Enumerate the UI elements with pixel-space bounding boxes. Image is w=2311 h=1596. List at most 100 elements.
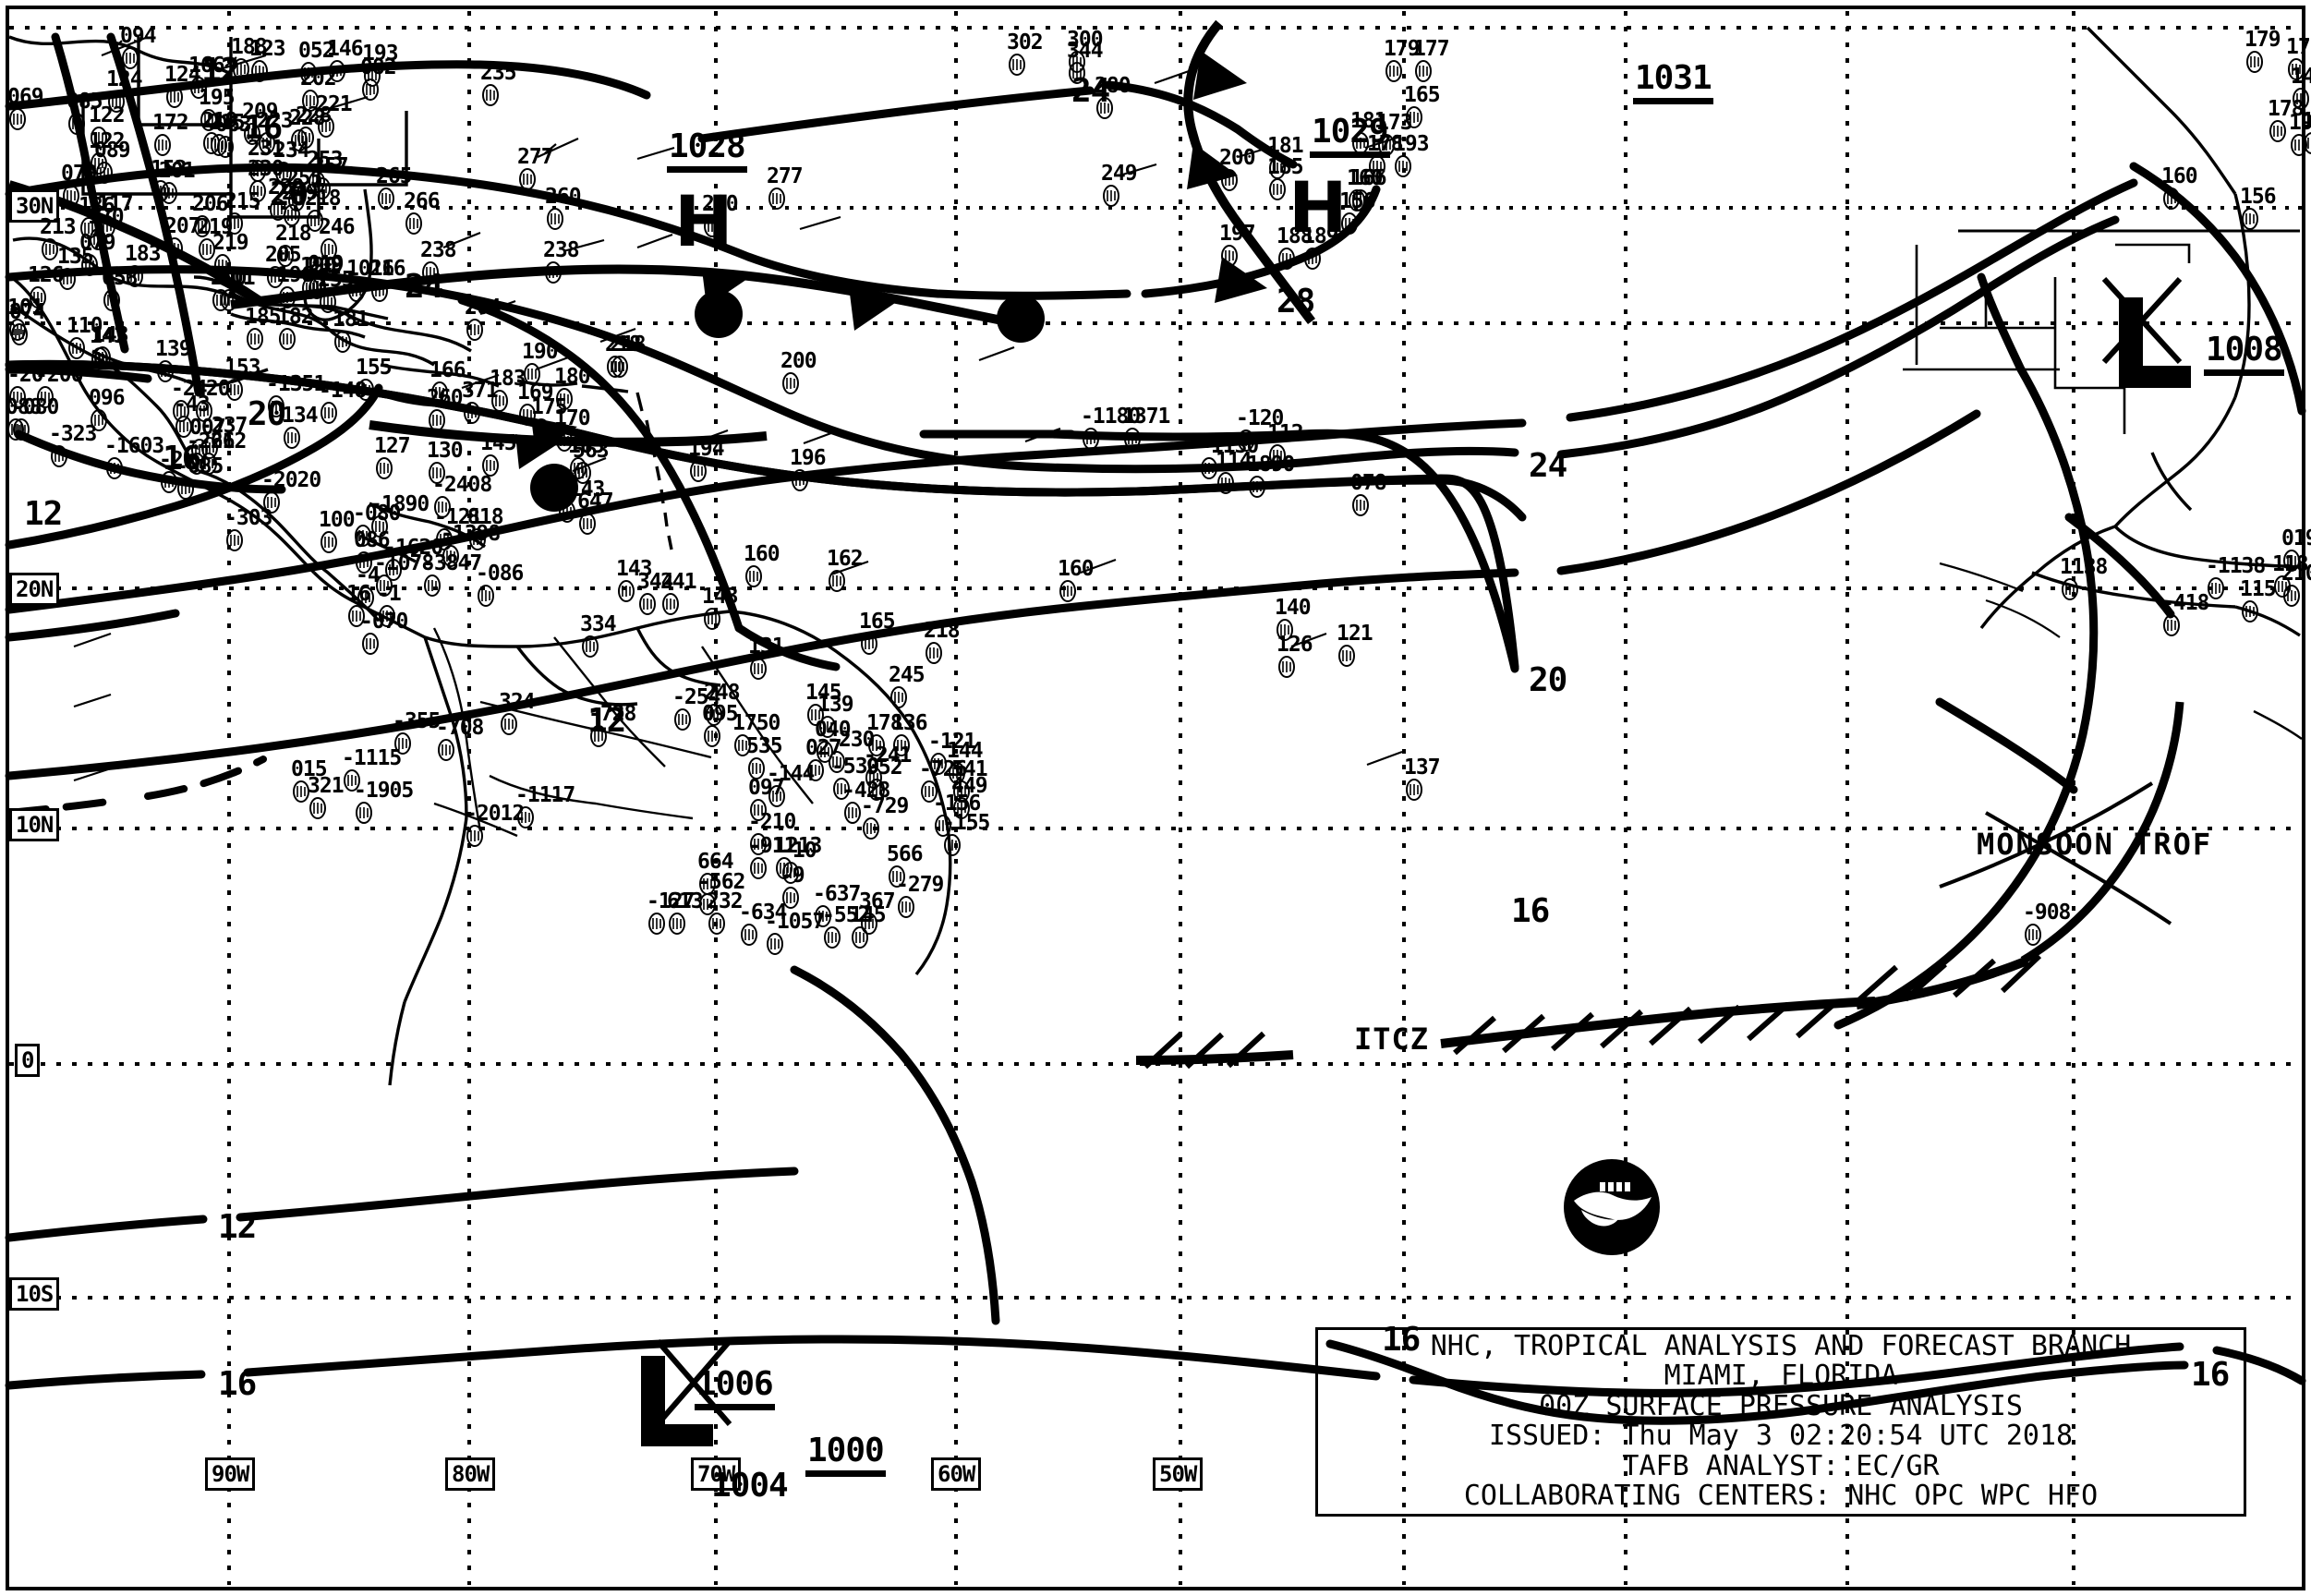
station-circle-icon [1276,618,1297,647]
station-circle-icon [953,780,974,809]
station-observation: 007 [189,416,226,440]
station-circle-icon [575,461,595,490]
station-circle-icon [768,784,789,814]
station-observation: 249 [1101,162,1138,186]
station-observation: -552 [822,903,870,927]
station-circle-icon [379,604,399,634]
station-circle-icon [318,115,338,144]
station-observation: 221 [316,92,353,116]
station-circle-icon [355,524,375,553]
station-observation: 179 [1384,37,1421,61]
station-circle-icon [861,912,881,941]
isobar-label-12-c: 12 [587,702,626,740]
station-observation: -637 [813,882,861,906]
station-observation: 260 [545,185,582,209]
station-observation: -210 [748,810,796,834]
station-observation: -070 [360,610,408,634]
station-circle-icon [2293,87,2311,116]
station-circle-icon [930,752,950,781]
pressure-value-1029: 1029 [1310,113,1390,158]
station-observation: -1130 [1199,434,1259,458]
station-observation: -1 [377,582,402,606]
station-observation: 257 [312,154,349,178]
station-circle-icon [767,932,787,961]
station-observation: 165 [1404,83,1441,107]
station-observation: 165 [859,610,896,634]
station-observation: 228 [296,103,333,127]
station-circle-icon [309,796,330,826]
station-circle-icon [200,452,221,481]
station-circle-icon [321,401,341,430]
station-observation: 145 [805,681,842,705]
station-observation: -530 [831,755,879,779]
station-circle-icon [501,712,521,742]
station-observation: -1180 [1081,405,1141,429]
station-circle-icon [893,733,914,763]
station-circle-icon [37,385,57,415]
legend-line-6: COLLABORATING CENTERS: NHC OPC WPC HFO [1463,1479,2099,1512]
station-circle-icon [166,85,187,115]
station-observation: 181 [1350,109,1387,133]
station-observation: 162 [827,547,864,571]
station-circle-icon [2283,584,2304,613]
station-observation: 216 [369,257,406,281]
station-circle-icon [424,574,444,603]
station-observation: 16 [346,582,371,606]
station-circle-icon [852,925,872,955]
station-observation: -1115 [342,746,402,770]
station-observation: 117 [97,192,134,216]
station-circle-icon [868,778,889,807]
isobar-label-12-b: 12 [24,495,63,533]
station-circle-icon [161,470,181,500]
station-observation: -080 [353,502,401,526]
station-observation: 146 [327,37,364,61]
station-observation: 143 [702,585,739,609]
station-observation: 082 [360,55,397,79]
station-circle-icon [590,724,611,754]
station-circle-icon [59,267,79,296]
station-circle-icon [356,550,376,580]
station-circle-icon [442,544,463,574]
station-circle-icon [422,260,442,290]
station-circle-icon [491,389,512,418]
isobar-label-12-d: 12 [218,1208,257,1246]
station-observation: -911 [748,834,796,858]
station-observation: 145 [480,431,517,455]
station-observation: 186 [79,194,115,218]
station-observation: -155 [942,811,990,835]
station-observation: 238 [420,238,457,262]
station-circle-icon [2291,133,2311,163]
low-pressure-symbols [641,276,2191,1446]
station-circle-icon [734,733,755,763]
station-observation: -1078 [374,551,434,575]
station-circle-icon [309,274,330,304]
station-circle-icon [68,112,89,141]
station-circle-icon [547,207,567,236]
station-observation: 178 [866,711,903,735]
station-circle-icon [434,495,454,525]
station-circle-icon [699,892,720,922]
station-observation: 173 [2286,35,2311,59]
station-circle-icon [648,912,669,941]
station-circle-icon [376,574,396,603]
station-circle-icon [173,399,193,429]
station-circle-icon [157,359,177,389]
station-circle-icon [177,477,198,506]
lat-label-10s: 10S [9,1277,60,1311]
station-circle-icon [1415,59,1435,89]
station-circle-icon [524,362,544,392]
station-observation: -323 [49,422,97,446]
station-observation: 253 [307,148,344,172]
station-observation: 218 [605,332,642,357]
station-circle-icon [708,912,729,941]
station-observation: 344 [1067,39,1104,63]
station-observation: 189 [1302,224,1339,248]
station-circle-icon [556,429,576,458]
station-circle-icon [1406,105,1426,135]
station-circle-icon [582,635,602,664]
station-circle-icon [1352,493,1373,523]
station-circle-icon [1385,59,1406,89]
station-observation: 177 [1413,37,1450,61]
station-circle-icon [2163,613,2184,643]
